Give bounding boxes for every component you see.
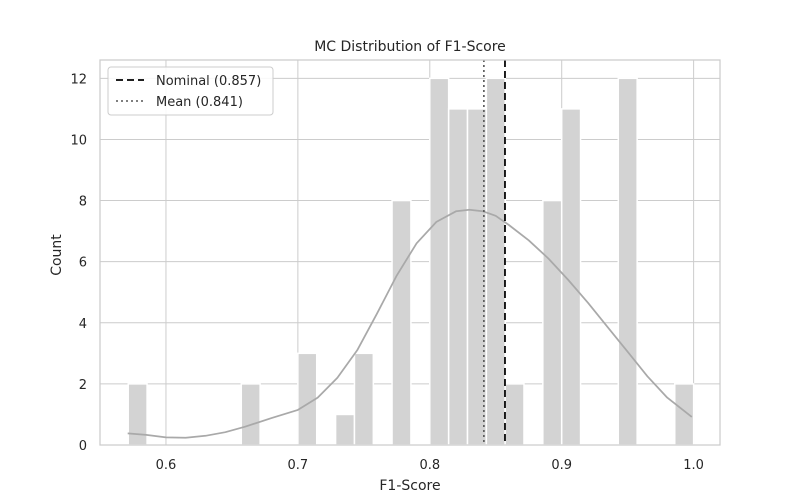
y-tick-label: 8 [79, 195, 87, 210]
histogram-bar [542, 199, 563, 446]
y-tick-label: 10 [70, 133, 87, 148]
reference-lines [483, 60, 506, 445]
y-tick-label: 0 [79, 439, 87, 454]
histogram-bar [391, 199, 412, 446]
histogram-bar [334, 413, 356, 446]
histogram-bar [447, 108, 469, 446]
y-tick-label: 2 [79, 378, 87, 393]
histogram-bar [353, 352, 375, 446]
y-tick-label: 12 [70, 72, 87, 87]
kde-curve-group [127, 208, 693, 439]
histogram-bar [504, 383, 525, 446]
histogram-bar [127, 383, 148, 446]
y-tick-label: 4 [79, 317, 87, 332]
histogram-bar [240, 383, 261, 446]
y-axis-label: Count [49, 234, 65, 276]
x-tick-label: 0.6 [156, 458, 177, 473]
x-axis-ticks: 0.6 0.7 0.8 0.9 1.0 [156, 458, 704, 473]
y-tick-label: 6 [79, 256, 87, 271]
histogram-bar [617, 77, 638, 446]
kde-curve [127, 208, 693, 439]
x-tick-label: 0.9 [551, 458, 572, 473]
histogram-bar [674, 383, 695, 446]
plot-frame [99, 59, 721, 446]
x-axis-label: F1-Score [379, 478, 440, 494]
histogram-bar [485, 77, 506, 446]
legend-entry: Mean (0.841) [156, 95, 243, 110]
x-tick-label: 1.0 [683, 458, 704, 473]
chart-title: MC Distribution of F1-Score [314, 39, 506, 55]
x-tick-label: 0.8 [419, 458, 440, 473]
x-tick-label: 0.7 [288, 458, 309, 473]
legend-box [107, 66, 274, 116]
legend-entry: Nominal (0.857) [156, 74, 261, 89]
y-axis-ticks: 0 2 4 6 8 10 12 [70, 72, 87, 454]
legend: Nominal (0.857) Mean (0.841) [107, 66, 274, 116]
histogram-bar [429, 77, 450, 446]
